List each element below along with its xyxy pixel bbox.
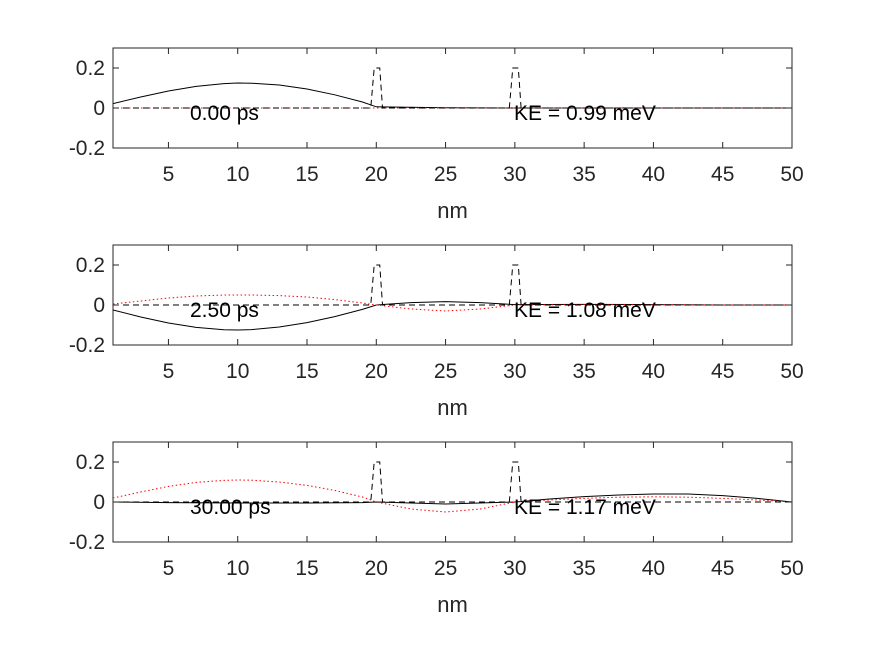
kinetic-energy-annotation: KE = 0.99 meV xyxy=(514,102,656,125)
axes-box xyxy=(112,47,793,149)
x-tick-label: 25 xyxy=(434,557,457,580)
axes-box xyxy=(112,244,793,346)
x-tick-label: 30 xyxy=(503,360,526,383)
x-axis-label: nm xyxy=(437,592,468,617)
x-tick-label: 20 xyxy=(365,163,388,186)
x-axis-label: nm xyxy=(437,395,468,420)
y-tick-label: 0 xyxy=(93,97,105,120)
kinetic-energy-annotation: KE = 1.17 meV xyxy=(514,496,656,519)
x-tick-label: 45 xyxy=(711,163,734,186)
y-tick-label: 0 xyxy=(93,294,105,317)
series-line-dotted-red xyxy=(113,294,792,312)
x-tick-label: 30 xyxy=(503,557,526,580)
y-tick-label: -0.2 xyxy=(69,137,105,160)
y-tick-label: 0.2 xyxy=(76,254,105,277)
series-line-dotted-red xyxy=(113,479,792,513)
series-group xyxy=(113,67,792,109)
x-tick-label: 45 xyxy=(711,360,734,383)
series-group xyxy=(113,264,792,331)
x-tick-label: 35 xyxy=(572,360,595,383)
x-axis-label: nm xyxy=(437,198,468,223)
x-tick-label: 5 xyxy=(163,360,175,383)
y-tick-label: -0.2 xyxy=(69,531,105,554)
x-tick-label: 30 xyxy=(503,163,526,186)
x-tick-label: 50 xyxy=(780,557,803,580)
y-tick-label: 0.2 xyxy=(76,57,105,80)
y-tick-label: 0.2 xyxy=(76,451,105,474)
x-tick-label: 10 xyxy=(226,163,249,186)
x-tick-label: 5 xyxy=(163,557,175,580)
x-tick-label: 40 xyxy=(642,360,665,383)
subplot-3: 5 10 15 20 25 30 35 40 45 50 -0.2 0 0.2 nm 30.00 ps KE … xyxy=(69,441,804,617)
x-tick-label: 35 xyxy=(572,557,595,580)
x-tick-label: 25 xyxy=(434,163,457,186)
subplot-1: 5 10 15 20 25 30 35 40 45 50 -0.2 0 0.2 nm 0.00 ps KE =… xyxy=(69,47,804,223)
y-tick-label: -0.2 xyxy=(69,334,105,357)
y-tick-label: 0 xyxy=(93,491,105,514)
series-group xyxy=(113,461,792,513)
x-tick-label: 50 xyxy=(780,163,803,186)
x-tick-label: 15 xyxy=(295,163,318,186)
subplot-2: 5 10 15 20 25 30 35 40 45 50 -0.2 0 0.2 nm 2.50 ps KE =… xyxy=(69,244,804,420)
x-tick-label: 15 xyxy=(295,360,318,383)
x-tick-label: 20 xyxy=(365,360,388,383)
x-tick-label: 5 xyxy=(163,163,175,186)
x-tick-label: 50 xyxy=(780,360,803,383)
x-tick-label: 35 xyxy=(572,163,595,186)
x-tick-label: 40 xyxy=(642,557,665,580)
x-tick-label: 20 xyxy=(365,557,388,580)
kinetic-energy-annotation: KE = 1.08 meV xyxy=(514,299,656,322)
x-tick-label: 40 xyxy=(642,163,665,186)
time-annotation: 0.00 ps xyxy=(190,102,259,125)
x-tick-label: 45 xyxy=(711,557,734,580)
x-tick-label: 10 xyxy=(226,360,249,383)
time-annotation: 30.00 ps xyxy=(190,496,271,519)
time-annotation: 2.50 ps xyxy=(190,299,259,322)
x-tick-label: 25 xyxy=(434,360,457,383)
x-tick-label: 10 xyxy=(226,557,249,580)
x-tick-label: 15 xyxy=(295,557,318,580)
axes-box xyxy=(112,441,793,543)
